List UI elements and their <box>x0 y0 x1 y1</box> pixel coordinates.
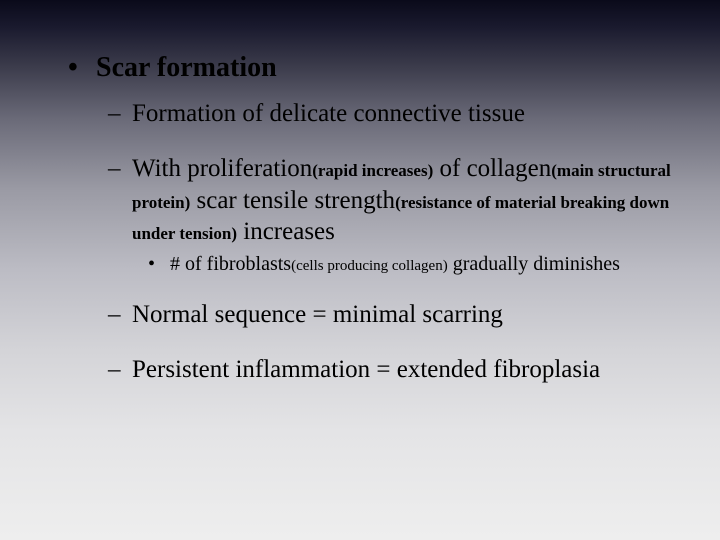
level2-item: – With proliferation(rapid increases) of… <box>108 153 680 247</box>
text-part: scar tensile strength <box>190 187 395 214</box>
bullet-icon: • <box>148 251 170 277</box>
item-text: Persistent inflammation = extended fibro… <box>132 354 680 385</box>
heading-text: Scar formation <box>96 52 680 84</box>
dash-icon: – <box>108 299 132 330</box>
text-part: of collagen <box>433 155 551 182</box>
text-part: increases <box>237 218 335 245</box>
text-annotation: (cells producing collagen) <box>291 258 448 274</box>
level2-item: – Persistent inflammation = extended fib… <box>108 354 680 385</box>
item-text: Formation of delicate connective tissue <box>132 98 680 129</box>
dash-icon: – <box>108 98 132 129</box>
item-text-composite: With proliferation(rapid increases) of c… <box>132 153 680 247</box>
text-part: With proliferation <box>132 155 312 182</box>
level2-item: – Normal sequence = minimal scarring <box>108 299 680 330</box>
level1-item: • Scar formation <box>68 52 680 84</box>
item-text: Normal sequence = minimal scarring <box>132 299 680 330</box>
dash-icon: – <box>108 354 132 385</box>
level3-item: • # of fibroblasts(cells producing colla… <box>148 251 680 277</box>
text-annotation: (rapid increases) <box>312 161 433 180</box>
text-part: # of fibroblasts <box>170 253 291 275</box>
sub-item-text: # of fibroblasts(cells producing collage… <box>170 251 680 277</box>
bullet-icon: • <box>68 52 96 84</box>
text-part: gradually diminishes <box>448 253 620 275</box>
dash-icon: – <box>108 153 132 184</box>
level2-item: – Formation of delicate connective tissu… <box>108 98 680 129</box>
